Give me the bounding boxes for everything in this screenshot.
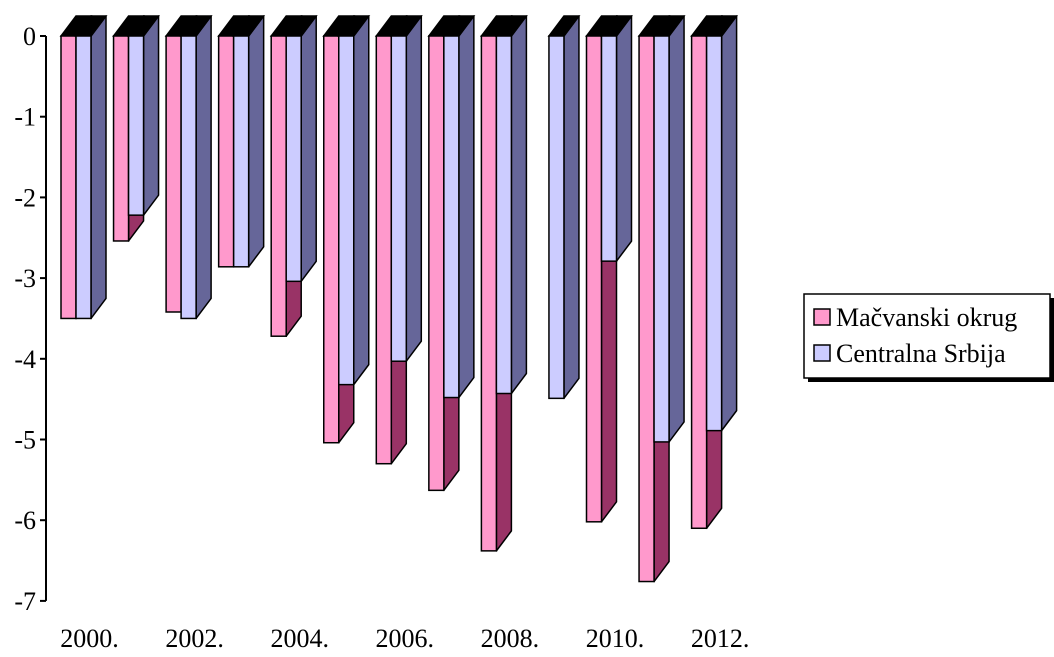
bar-side-face	[458, 15, 475, 399]
bar-front-face	[600, 35, 618, 262]
bar-2-2011	[652, 15, 686, 443]
bar-2-2004	[284, 15, 318, 283]
bar-front-face	[495, 35, 513, 395]
bar-front-face	[165, 35, 182, 313]
bar-side-face	[142, 15, 160, 216]
x-tick-label: 2006.	[376, 624, 435, 653]
bar-front-face	[270, 35, 287, 337]
bar-front-face	[232, 35, 250, 268]
bar-front-face	[127, 35, 145, 216]
bar-front-face	[705, 35, 723, 432]
bar-front-face	[443, 35, 460, 399]
bar-side-face	[247, 15, 265, 268]
y-tick-label: -2	[14, 183, 36, 212]
bar-2-2009	[547, 15, 581, 400]
x-tick-label: 2008.	[481, 624, 540, 653]
bar-side-face	[510, 15, 528, 395]
y-tick-label: -7	[14, 587, 36, 616]
y-axis	[40, 35, 47, 602]
legend-label: Mačvanski okrug	[836, 303, 1017, 332]
x-tick-label: 2010.	[586, 624, 645, 653]
y-tick-labels: 0 -1 -2 -3 -4 -5 -6 -7	[14, 22, 36, 616]
legend-label: Centralna Srbija	[836, 339, 1006, 368]
bar-front-face	[548, 35, 565, 400]
bar-front-face	[638, 35, 655, 583]
bar-front-face	[585, 35, 603, 523]
bar-front-face	[375, 35, 393, 465]
bar-side-face	[668, 15, 685, 443]
bar-front-face	[338, 35, 355, 386]
bar-front-face	[323, 35, 340, 444]
bar-2-2006	[389, 15, 423, 362]
legend-box	[803, 293, 1051, 379]
bar-2-2012	[705, 15, 739, 432]
y-tick-label: -4	[14, 345, 36, 374]
bar-front-face	[60, 35, 77, 320]
bar-2-2010	[600, 15, 633, 262]
bar-front-face	[180, 35, 197, 320]
bar-2-2003	[232, 15, 266, 268]
bar-front-face	[428, 35, 445, 492]
legend-swatch	[813, 308, 831, 326]
bar-side-face	[90, 15, 107, 320]
bar-side-face	[195, 15, 212, 320]
x-tick-label: 2012.	[691, 624, 750, 653]
bar-front-face	[480, 35, 498, 552]
legend: Mačvanski okrug Centralna Srbija	[803, 293, 1054, 382]
legend-swatch	[813, 344, 831, 362]
bars-group	[59, 15, 739, 583]
x-tick-label: 2004.	[270, 624, 329, 653]
bar-side-face	[353, 15, 370, 386]
bar-2-2000	[74, 15, 108, 320]
bar-front-face	[653, 35, 670, 443]
x-tick-labels: 2000. 2002. 2004. 2006. 2008. 2010. 2012.	[60, 624, 749, 653]
bar-side-face	[405, 15, 423, 362]
bar-side-face	[300, 15, 317, 283]
bar-side-face	[720, 15, 738, 432]
bar-front-face	[390, 35, 408, 362]
bar-front-face	[75, 35, 92, 320]
bar-front-face	[285, 35, 302, 283]
bar-2-2002	[179, 15, 213, 320]
x-tick-label: 2000.	[60, 624, 119, 653]
bar-front-face	[690, 35, 708, 530]
bar-2-2007	[442, 15, 476, 399]
bar-side-face	[615, 15, 633, 262]
bar-front-face	[112, 35, 130, 242]
y-tick-label: -3	[14, 264, 36, 293]
y-tick-label: -6	[14, 506, 36, 535]
y-tick-label: -1	[14, 103, 36, 132]
x-tick-label: 2002.	[165, 624, 224, 653]
y-tick-label: -5	[14, 426, 36, 455]
bar-side-face	[563, 15, 580, 400]
bar-2-2005	[337, 15, 371, 386]
y-tick-label: 0	[23, 22, 36, 51]
bar-2-2008	[494, 15, 528, 395]
bar-front-face	[217, 35, 235, 268]
bar-2-2001	[127, 15, 161, 216]
